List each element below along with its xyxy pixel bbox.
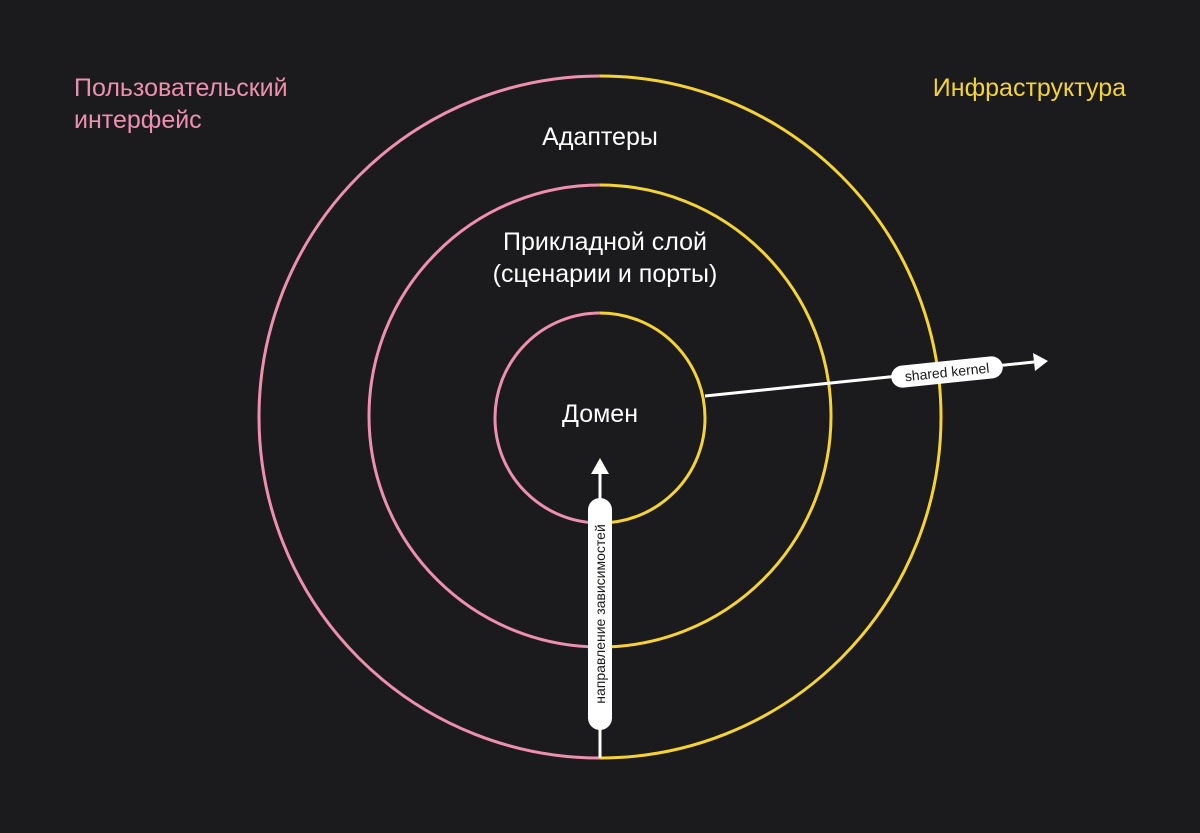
dependency-arrowhead-icon xyxy=(591,458,609,474)
outer-ring xyxy=(257,74,943,760)
dependency-direction-arrow: направление зависимостей xyxy=(588,458,612,758)
outer-ring-infra-half xyxy=(599,74,943,760)
dependency-direction-label: направление зависимостей xyxy=(592,524,608,704)
middle-ring-ui-half xyxy=(367,183,601,649)
middle-ring-infra-half xyxy=(599,183,833,649)
middle-ring xyxy=(367,183,833,649)
inner-ring-infra-half xyxy=(599,311,707,525)
inner-ring xyxy=(493,311,707,525)
ui-side-label: Пользовательский интерфейс xyxy=(74,74,288,134)
adapters-layer-label: Адаптеры xyxy=(542,123,658,151)
domain-layer-label: Домен xyxy=(562,400,638,428)
application-layer-label-line1: Прикладной слой xyxy=(503,228,707,256)
outer-ring-ui-half xyxy=(257,74,601,760)
dependency-label-pill xyxy=(588,498,612,730)
shared-kernel-arrowhead-icon xyxy=(1033,353,1048,371)
application-layer-label-line2: (сценарии и порты) xyxy=(493,260,718,288)
shared-kernel-label-pill xyxy=(891,356,1003,388)
inner-ring-ui-half xyxy=(493,311,601,525)
infrastructure-side-label: Инфраструктура xyxy=(932,74,1126,102)
shared-kernel-arrow: shared kernel xyxy=(704,353,1048,398)
